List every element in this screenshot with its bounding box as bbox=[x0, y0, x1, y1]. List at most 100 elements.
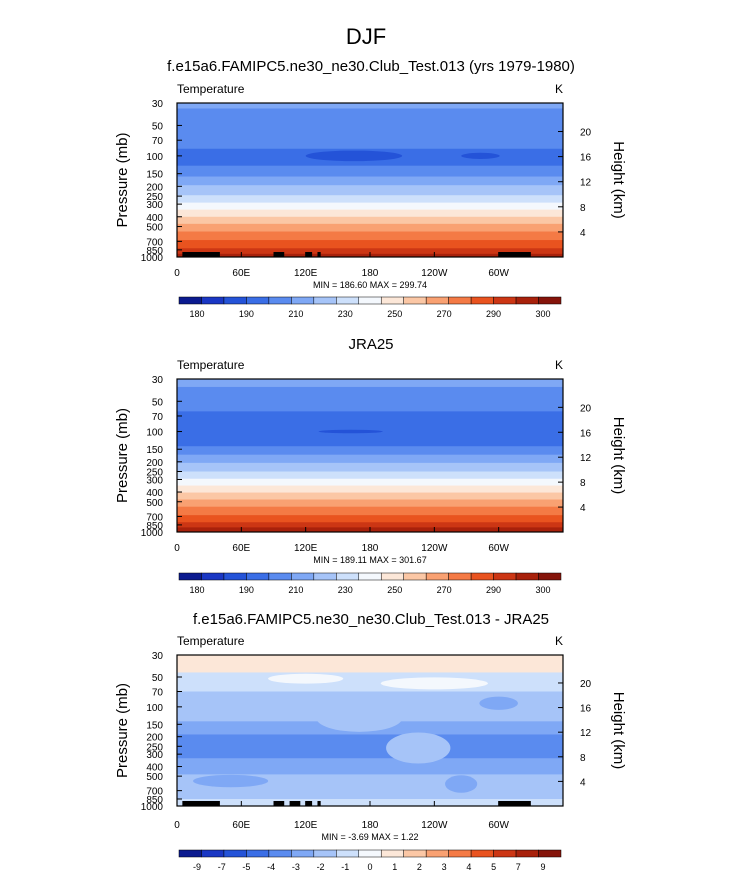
contour-band bbox=[177, 446, 563, 456]
y-tick-label: 700 bbox=[146, 237, 163, 248]
y2-tick-label: 16 bbox=[580, 704, 592, 715]
y2-axis-title: Height (km) bbox=[610, 692, 627, 770]
y2-tick-label: 4 bbox=[580, 228, 586, 239]
colorbar-label: 3 bbox=[442, 862, 447, 872]
colorbar-swatch bbox=[493, 849, 517, 858]
colorbar-swatch bbox=[493, 296, 517, 305]
contour-fill bbox=[177, 379, 563, 533]
contour-band bbox=[177, 202, 563, 211]
panel-1: f.e15a6.FAMIPC5.ne30_ne30.Club_Test.013 … bbox=[114, 58, 627, 319]
y-tick-label: 200 bbox=[146, 733, 163, 744]
contour-band bbox=[177, 103, 563, 109]
y2-tick-label: 20 bbox=[580, 403, 592, 414]
panel-3: f.e15a6.FAMIPC5.ne30_ne30.Club_Test.013 … bbox=[114, 611, 627, 872]
y-tick-label: 850 bbox=[146, 795, 163, 806]
y2-tick-label: 4 bbox=[580, 777, 586, 788]
colorbar-label: 270 bbox=[437, 309, 452, 319]
colorbar-swatch bbox=[336, 296, 360, 305]
colorbar-swatch bbox=[470, 572, 494, 581]
contour-feature bbox=[479, 696, 518, 710]
y-tick-label: 850 bbox=[146, 521, 163, 532]
colorbar-swatch bbox=[178, 849, 202, 858]
contour-feature bbox=[268, 673, 344, 684]
x-tick-label: 60E bbox=[232, 820, 250, 831]
colorbar-swatch bbox=[201, 572, 225, 581]
colorbar-label: 9 bbox=[540, 862, 545, 872]
contour-band bbox=[177, 485, 563, 494]
y-tick-label: 300 bbox=[146, 200, 163, 211]
colorbar-label: 300 bbox=[535, 309, 550, 319]
y-tick-label: 250 bbox=[146, 192, 163, 203]
colorbar-swatch bbox=[313, 296, 337, 305]
contour-fill bbox=[177, 655, 563, 807]
x-tick-label: 0 bbox=[174, 543, 180, 554]
y-tick-label: 500 bbox=[146, 772, 163, 783]
topography-mask bbox=[289, 801, 301, 806]
y-tick-label: 500 bbox=[146, 223, 163, 234]
y-tick-label: 150 bbox=[146, 170, 163, 181]
colorbar-swatch bbox=[358, 849, 382, 858]
topography-mask bbox=[317, 801, 321, 806]
x-tick-label: 60W bbox=[488, 820, 509, 831]
contour-feature bbox=[461, 152, 500, 159]
contour-band bbox=[177, 386, 563, 412]
contour-band bbox=[177, 462, 563, 473]
colorbar-swatch bbox=[515, 849, 539, 858]
contour-band bbox=[177, 223, 563, 233]
x-tick-label: 0 bbox=[174, 820, 180, 831]
x-tick-label: 60E bbox=[232, 268, 250, 279]
panels-group: f.e15a6.FAMIPC5.ne30_ne30.Club_Test.013 … bbox=[114, 58, 627, 872]
colorbar-label: 0 bbox=[367, 862, 372, 872]
y-axis-title: Pressure (mb) bbox=[114, 132, 131, 227]
x-tick-label: 120E bbox=[294, 543, 318, 554]
contour-band bbox=[177, 240, 563, 249]
colorbar-swatch bbox=[223, 296, 247, 305]
y-tick-label: 200 bbox=[146, 182, 163, 193]
y-tick-label: 100 bbox=[146, 152, 163, 163]
colorbar-swatch bbox=[246, 849, 270, 858]
colorbar-swatch bbox=[403, 849, 427, 858]
contour-band bbox=[177, 454, 563, 464]
panel-title: f.e15a6.FAMIPC5.ne30_ne30.Club_Test.013 … bbox=[167, 58, 575, 75]
y-tick-label: 70 bbox=[152, 412, 164, 423]
contour-band bbox=[177, 655, 563, 673]
colorbar-swatch bbox=[470, 296, 494, 305]
colorbar-swatch bbox=[425, 572, 449, 581]
colorbar-label: 180 bbox=[189, 309, 204, 319]
colorbar-swatch bbox=[223, 849, 247, 858]
colorbar-swatch bbox=[403, 296, 427, 305]
contour-band bbox=[177, 411, 563, 447]
y2-axis-title: Height (km) bbox=[610, 141, 627, 219]
y2-tick-label: 4 bbox=[580, 503, 586, 514]
units-label: K bbox=[555, 82, 563, 96]
contour-feature bbox=[318, 429, 383, 434]
x-tick-label: 120E bbox=[294, 268, 318, 279]
x-tick-label: 60W bbox=[488, 268, 509, 279]
contour-band bbox=[177, 499, 563, 508]
colorbar-label: -4 bbox=[267, 862, 275, 872]
contour-feature bbox=[193, 774, 269, 788]
topography-mask bbox=[182, 252, 220, 257]
contour-band bbox=[177, 185, 563, 196]
colorbar-label: 2 bbox=[417, 862, 422, 872]
y2-tick-label: 20 bbox=[580, 679, 592, 690]
y-tick-label: 250 bbox=[146, 468, 163, 479]
y-axis-title: Pressure (mb) bbox=[114, 408, 131, 503]
contour-band bbox=[177, 734, 563, 759]
y-tick-label: 200 bbox=[146, 458, 163, 469]
contour-band bbox=[177, 108, 563, 150]
colorbar-label: -9 bbox=[193, 862, 201, 872]
colorbar-label: -7 bbox=[218, 862, 226, 872]
colorbar-label: 190 bbox=[239, 309, 254, 319]
topography-mask bbox=[273, 801, 285, 806]
topography-mask bbox=[498, 801, 531, 806]
colorbar-swatch bbox=[178, 296, 202, 305]
y-tick-label: 300 bbox=[146, 750, 163, 761]
colorbar-label: 290 bbox=[486, 585, 501, 595]
figure-title: DJF bbox=[346, 24, 386, 49]
y2-tick-label: 12 bbox=[580, 178, 592, 189]
colorbar-label: 180 bbox=[189, 585, 204, 595]
x-tick-label: 0 bbox=[174, 268, 180, 279]
colorbar-label: 210 bbox=[288, 309, 303, 319]
